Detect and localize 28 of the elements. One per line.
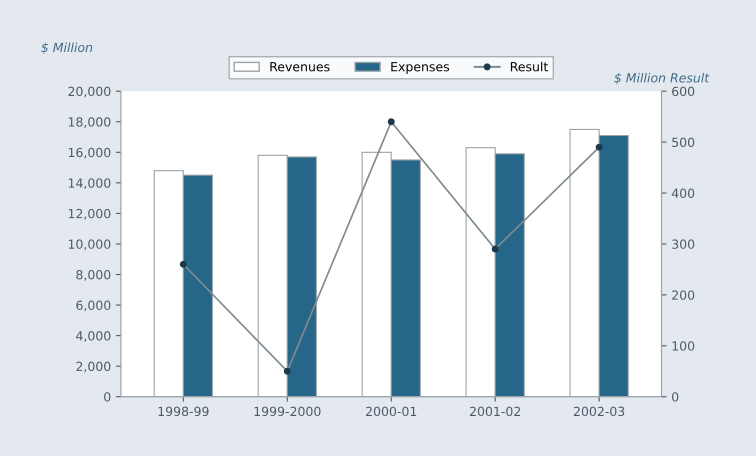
x-tick-label: 2001-02	[470, 406, 520, 416]
y2-tick-label: 300	[672, 239, 694, 249]
y-tick-label: 12,000	[68, 208, 110, 220]
x-tick-label: 2002-03	[574, 406, 624, 416]
y-tick-label: 8,000	[76, 270, 110, 281]
y-tick-label: 20,000	[68, 86, 110, 98]
x-tick-label: 1998-99	[158, 406, 209, 416]
y2-tick-label: 600	[672, 86, 694, 96]
y2-tick-label: 400	[672, 188, 694, 198]
y2-tick-label: 200	[672, 290, 694, 300]
y-tick-label: 14,000	[68, 178, 110, 190]
legend-label: Result	[510, 62, 548, 72]
y2-tick-label: 0	[672, 392, 678, 402]
y-tick-label: 2,000	[76, 362, 110, 372]
y-tick-label: 18,000	[68, 117, 110, 128]
y-tick-label: 0	[104, 392, 110, 402]
y-tick-label: 16,000	[68, 148, 110, 159]
y2-axis-title: $ Million Result	[614, 72, 710, 84]
x-tick-label: 1999-2000	[254, 406, 321, 416]
y2-tick-label: 100	[672, 341, 694, 351]
y-tick-label: 6,000	[76, 300, 110, 312]
y2-tick-label: 500	[672, 138, 694, 148]
y-axis-title: $ Million	[41, 42, 92, 54]
y-tick-label: 10,000	[68, 239, 110, 250]
y-tick-label: 4,000	[76, 331, 110, 342]
x-tick-label: 2000-01	[366, 406, 416, 416]
legend-label: Revenues	[270, 62, 330, 72]
legend-label: Expenses	[391, 62, 450, 74]
